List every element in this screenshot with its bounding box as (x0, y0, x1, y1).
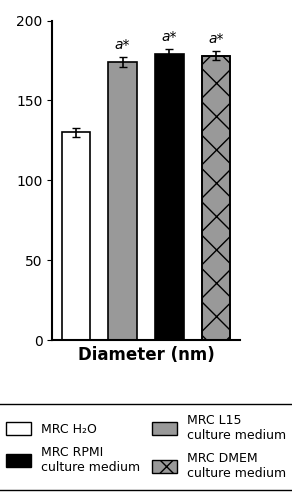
Bar (202, 56, 230, 340)
Text: a*: a* (115, 38, 130, 52)
Bar (62, 132, 90, 340)
Legend: MRC H₂O, MRC RPMI
culture medium, MRC L15
culture medium, MRC DMEM
culture mediu: MRC H₂O, MRC RPMI culture medium, MRC L1… (0, 404, 292, 490)
Text: a*: a* (162, 30, 177, 44)
X-axis label: Diameter (nm): Diameter (nm) (78, 346, 214, 364)
Bar (109, 62, 137, 340)
Text: a*: a* (208, 32, 224, 46)
Bar (155, 54, 183, 340)
Bar (202, 56, 230, 340)
